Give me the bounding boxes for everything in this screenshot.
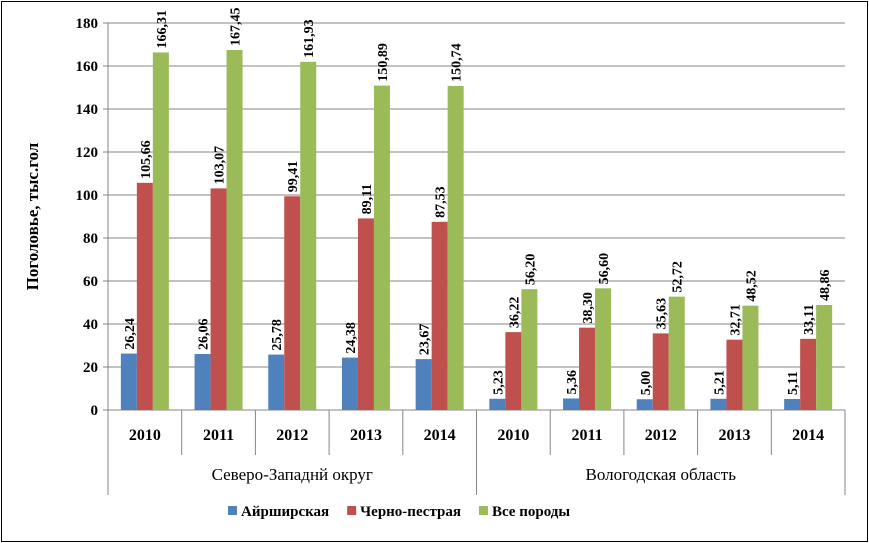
y-tick-label: 0 <box>91 403 99 419</box>
data-label: 56,20 <box>523 254 538 286</box>
y-tick-label: 80 <box>83 231 98 247</box>
bar <box>431 221 448 410</box>
bar <box>742 305 759 410</box>
bar <box>505 332 522 410</box>
data-label: 161,93 <box>302 19 317 58</box>
bar <box>300 61 317 411</box>
bar <box>194 353 211 410</box>
data-label: 167,45 <box>229 7 244 45</box>
legend-entry: Черно-пестрая <box>360 504 461 520</box>
data-label: 36,22 <box>507 297 522 329</box>
data-label: 105,66 <box>139 140 154 179</box>
bar <box>268 354 285 410</box>
data-label: 5,23 <box>491 370 506 394</box>
bar <box>226 49 243 411</box>
y-tick-label: 60 <box>83 274 98 290</box>
x-tick-label: 2012 <box>645 427 677 444</box>
bar <box>489 398 506 410</box>
data-label: 99,41 <box>286 161 301 193</box>
data-label: 5,00 <box>639 371 654 396</box>
bar <box>415 359 432 410</box>
y-tick-label: 40 <box>83 317 98 333</box>
bar <box>710 398 727 410</box>
data-label: 5,36 <box>565 370 580 395</box>
bar <box>563 398 580 410</box>
bar <box>357 218 374 410</box>
bar <box>595 288 612 410</box>
bar <box>652 333 669 410</box>
bar <box>579 327 596 410</box>
x-group-label: Северо-Западнй округ <box>212 465 373 484</box>
bar <box>152 52 169 410</box>
bar <box>668 296 685 410</box>
bar <box>136 182 153 410</box>
data-label: 35,63 <box>655 298 670 330</box>
x-tick-label: 2013 <box>350 427 382 444</box>
x-tick-label: 2013 <box>718 427 750 444</box>
legend: Айрширская Черно-пестрая Все породы <box>228 504 570 520</box>
bar <box>373 85 390 411</box>
data-label: 150,74 <box>450 43 465 82</box>
bar <box>800 338 817 410</box>
x-tick-label: 2011 <box>203 427 234 444</box>
legend-swatch <box>478 506 488 515</box>
data-label: 25,78 <box>270 319 285 351</box>
data-label: 38,30 <box>581 292 596 324</box>
bar <box>636 399 653 410</box>
x-group-label: Вологодская область <box>586 465 737 484</box>
data-label: 26,06 <box>197 318 212 350</box>
bar <box>120 353 137 410</box>
y-tick-label: 140 <box>76 102 99 118</box>
y-tick-label: 20 <box>83 360 98 376</box>
x-tick-label: 2012 <box>276 427 308 444</box>
data-label: 52,72 <box>671 261 686 293</box>
data-label: 32,71 <box>728 304 743 336</box>
y-tick-label: 180 <box>76 16 99 32</box>
data-label: 33,11 <box>802 304 817 335</box>
bar <box>816 304 833 410</box>
bar <box>521 289 538 410</box>
data-label: 166,31 <box>155 10 170 49</box>
bar <box>284 196 301 410</box>
legend-swatch <box>228 506 237 515</box>
data-label: 87,53 <box>434 186 449 218</box>
data-label: 23,67 <box>418 324 433 356</box>
data-label: 48,52 <box>744 270 759 302</box>
bar <box>726 339 743 410</box>
y-tick-label: 160 <box>76 59 99 75</box>
data-label: 48,86 <box>818 269 833 301</box>
data-label: 5,21 <box>712 370 727 395</box>
y-axis-title: Поголовье, тыс.гол <box>23 142 42 290</box>
x-tick-label: 2014 <box>792 427 824 444</box>
data-label: 89,11 <box>360 184 375 215</box>
bar <box>447 85 464 410</box>
data-label: 56,60 <box>597 253 612 285</box>
data-label: 103,07 <box>213 146 228 184</box>
x-tick-label: 2011 <box>571 427 602 444</box>
bar <box>784 399 801 410</box>
x-tick-label: 2010 <box>497 427 529 444</box>
data-label: 24,38 <box>344 322 359 354</box>
bar <box>341 357 358 410</box>
legend-entry: Айрширская <box>241 504 329 520</box>
legend-entry: Все породы <box>492 504 570 520</box>
y-tick-label: 120 <box>76 145 99 161</box>
legend-swatch <box>347 506 357 515</box>
data-label: 5,11 <box>786 371 801 395</box>
y-tick-label: 100 <box>76 188 99 204</box>
x-tick-label: 2010 <box>129 427 161 444</box>
data-label: 150,89 <box>376 43 391 82</box>
x-tick-label: 2014 <box>424 427 456 444</box>
data-label: 26,24 <box>123 318 138 350</box>
bar <box>210 188 227 410</box>
